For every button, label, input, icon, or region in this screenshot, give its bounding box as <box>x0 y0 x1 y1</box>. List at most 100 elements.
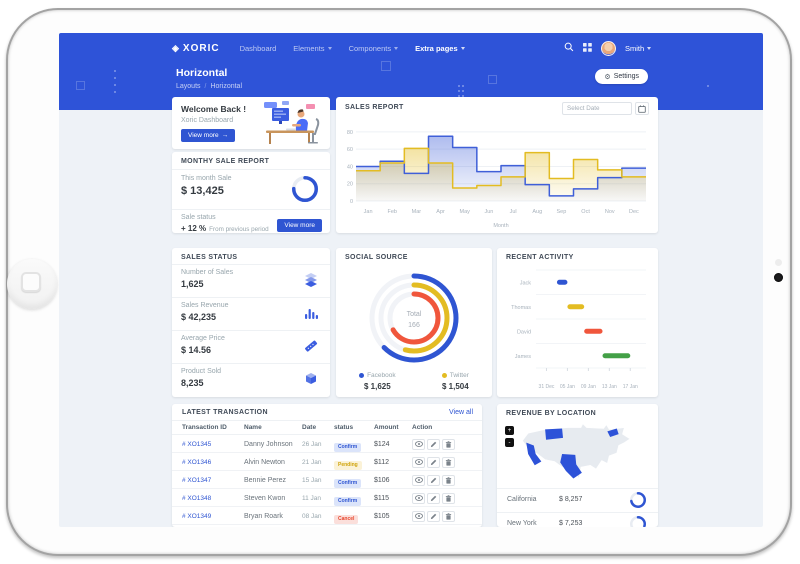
map-zoom-in-button[interactable]: + <box>505 426 514 435</box>
trash-icon <box>445 494 452 502</box>
svg-text:166: 166 <box>408 322 420 329</box>
transaction-table-header: Transaction ID Name Date status Amount A… <box>172 420 482 435</box>
revenue-progress-ring <box>630 492 646 508</box>
delete-button[interactable] <box>442 474 455 486</box>
table-row: # XO1349 Bryan Roark 08 Jan Cancel $105 <box>172 507 482 525</box>
sales-status-title: SALES STATUS <box>181 254 238 261</box>
brand-text: XORIC <box>182 42 220 54</box>
page-header: Horizontal Layouts / Horizontal Settings <box>176 67 648 90</box>
svg-text:Nov: Nov <box>605 209 615 215</box>
layers-icon <box>303 272 319 293</box>
recent-activity-card: RECENT ACTIVITY Jack Thomas David James 31 … <box>497 248 658 397</box>
transaction-id-link[interactable]: # XO1349 <box>182 512 212 520</box>
svg-text:Jan: Jan <box>364 209 373 215</box>
transaction-id-link[interactable]: # XO1347 <box>182 476 212 484</box>
row-actions <box>412 492 474 504</box>
eye-icon <box>414 459 423 465</box>
delete-button[interactable] <box>442 510 455 522</box>
delete-button[interactable] <box>442 456 455 468</box>
eye-icon <box>414 495 423 501</box>
delete-button[interactable] <box>442 492 455 504</box>
decor-square <box>381 61 391 71</box>
breadcrumb-root[interactable]: Layouts <box>176 83 201 90</box>
svg-text:Thomas: Thomas <box>511 305 531 311</box>
monthly-value: $ 13,425 <box>181 185 224 197</box>
welcome-view-more-button[interactable]: View more <box>181 129 236 142</box>
user-menu[interactable]: Smith <box>625 44 652 53</box>
welcome-title: Welcome Back ! <box>181 104 247 114</box>
row-actions <box>412 438 474 450</box>
edit-button[interactable] <box>427 438 440 450</box>
page-title: Horizontal <box>176 67 228 79</box>
sales-status-row: Average Price $ 14.56 <box>172 330 330 364</box>
svg-text:Dec: Dec <box>629 209 639 215</box>
svg-text:13 Jan: 13 Jan <box>602 384 617 390</box>
map-zoom-out-button[interactable]: - <box>505 438 514 447</box>
apps-grid-icon[interactable] <box>583 39 592 57</box>
view-button[interactable] <box>412 456 425 468</box>
home-button[interactable] <box>7 259 57 309</box>
table-row: # XO1346 Alvin Newton 21 Jan Pending $11… <box>172 453 482 471</box>
status-badge: Confirm <box>334 442 362 452</box>
delete-button[interactable] <box>442 438 455 450</box>
breadcrumb-separator: / <box>204 83 207 90</box>
menu-item-extra-pages[interactable]: Extra pages <box>415 44 465 53</box>
monthly-view-more-button[interactable]: View more <box>277 219 322 232</box>
svg-text:Jun: Jun <box>484 209 493 215</box>
svg-text:Month: Month <box>493 223 508 229</box>
edit-button[interactable] <box>427 510 440 522</box>
monthly-label: This month Sale <box>181 175 232 182</box>
svg-text:Aug: Aug <box>532 209 542 215</box>
svg-text:17 Jan: 17 Jan <box>623 384 638 390</box>
us-map <box>517 420 643 491</box>
monthly-status-label: Sale status <box>181 214 216 221</box>
bar-chart-icon <box>303 305 319 326</box>
view-button[interactable] <box>412 510 425 522</box>
trash-icon <box>445 512 452 520</box>
trash-icon <box>445 476 452 484</box>
svg-text:Oct: Oct <box>581 209 590 215</box>
brand-logo[interactable]: ◈ XORIC <box>172 43 220 54</box>
search-icon[interactable] <box>564 39 574 57</box>
revenue-progress-ring <box>630 516 646 527</box>
svg-text:Mar: Mar <box>412 209 422 215</box>
view-button[interactable] <box>412 474 425 486</box>
transaction-id-link[interactable]: # XO1346 <box>182 458 212 466</box>
gear-icon <box>604 73 610 81</box>
svg-text:31 Dec: 31 Dec <box>539 384 555 390</box>
edit-button[interactable] <box>427 456 440 468</box>
settings-button[interactable]: Settings <box>595 69 648 84</box>
menu-item-elements[interactable]: Elements <box>293 44 332 53</box>
edit-button[interactable] <box>427 492 440 504</box>
edit-button[interactable] <box>427 474 440 486</box>
pencil-icon <box>430 513 437 519</box>
cube-icon <box>303 371 319 392</box>
view-all-link[interactable]: View all <box>449 409 473 416</box>
eye-icon <box>414 441 423 447</box>
svg-text:James: James <box>515 354 531 360</box>
svg-text:05 Jan: 05 Jan <box>560 384 575 390</box>
home-button-square <box>21 272 41 292</box>
menu-item-components[interactable]: Components <box>349 44 399 53</box>
view-button[interactable] <box>412 492 425 504</box>
twitter-dot-icon <box>441 373 447 378</box>
revenue-by-location-card: REVENUE BY LOCATION + - California $ 8,2… <box>497 404 658 527</box>
svg-text:Sep: Sep <box>557 209 567 215</box>
welcome-illustration <box>256 101 326 150</box>
calendar-button[interactable] <box>635 102 649 115</box>
transaction-id-link[interactable]: # XO1348 <box>182 494 212 502</box>
user-avatar[interactable] <box>601 40 616 56</box>
view-button[interactable] <box>412 438 425 450</box>
top-navbar: ◈ XORIC Dashboard Elements Components Ex… <box>172 33 652 63</box>
decor-dots <box>114 70 116 72</box>
revenue-row: New York $ 7,253 <box>497 512 658 527</box>
map-state-new-york <box>607 428 619 437</box>
monthly-delta: + 12 % From previous period <box>181 224 269 233</box>
breadcrumb-current: Horizontal <box>210 83 242 90</box>
chevron-down-icon <box>394 46 399 50</box>
latest-transaction-card: LATEST TRANSACTION View all Transaction … <box>172 404 482 527</box>
transaction-id-link[interactable]: # XO1345 <box>182 440 212 448</box>
menu-item-dashboard[interactable]: Dashboard <box>239 43 277 53</box>
select-date-input[interactable] <box>562 102 632 115</box>
trash-icon <box>445 458 452 466</box>
